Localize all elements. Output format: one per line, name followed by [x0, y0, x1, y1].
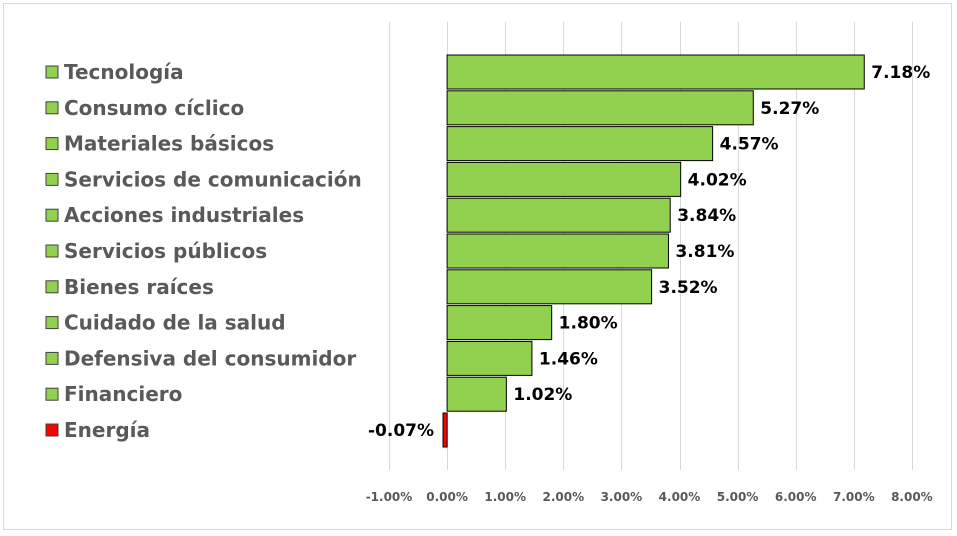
- legend-swatch-acciones-industriales: [45, 208, 59, 222]
- bar-financiero: [446, 376, 507, 412]
- bar-energia: [442, 412, 448, 448]
- x-tick-label: 8.00%: [891, 490, 933, 504]
- legend-label-tecnologia: Tecnología: [64, 60, 184, 84]
- legend-swatch-energia: [45, 423, 59, 437]
- x-tick-label: 7.00%: [833, 490, 875, 504]
- bar-tecnologia: [446, 54, 865, 90]
- bar-consumo-ciclico: [446, 90, 754, 126]
- category-legend: Tecnología Consumo cíclico Materiales bási…: [45, 60, 362, 442]
- legend-swatch-cuidado-de-la-salud: [45, 316, 59, 330]
- legend-swatch-financiero: [45, 387, 59, 401]
- x-axis-ticks: -1.00% 0.00% 1.00% 2.00% 3.00% 4.00% 5.00% 6.00…: [366, 490, 933, 504]
- legend-label-financiero: Financiero: [64, 382, 182, 406]
- bar-defensiva-del-consumidor: [446, 340, 533, 376]
- legend-label-materiales-basicos: Materiales básicos: [64, 132, 274, 156]
- value-label-acciones-industriales: 3.84%: [677, 206, 736, 226]
- value-label-consumo-ciclico: 5.27%: [760, 99, 819, 119]
- x-tick-label: 0.00%: [426, 490, 468, 504]
- legend-label-consumo-ciclico: Consumo cíclico: [64, 96, 244, 120]
- value-label-financiero: 1.02%: [513, 385, 572, 405]
- x-tick-label: -1.00%: [366, 490, 413, 504]
- legend-swatch-consumo-ciclico: [45, 101, 59, 115]
- value-label-servicios-de-comunicacion: 4.02%: [688, 170, 747, 190]
- bar-servicios-publicos: [446, 233, 669, 269]
- bar-bienes-raices: [446, 269, 653, 305]
- value-label-materiales-basicos: 4.57%: [720, 135, 779, 155]
- legend-swatch-defensiva-del-consumidor: [45, 351, 59, 365]
- value-label-tecnologia: 7.18%: [871, 63, 930, 83]
- legend-label-cuidado-de-la-salud: Cuidado de la salud: [64, 311, 286, 335]
- legend-label-servicios-de-comunicacion: Servicios de comunicación: [64, 167, 362, 191]
- legend-swatch-materiales-basicos: [45, 137, 59, 151]
- legend-swatch-servicios-publicos: [45, 244, 59, 258]
- legend-label-acciones-industriales: Acciones industriales: [64, 203, 304, 227]
- x-tick-label: 4.00%: [659, 490, 701, 504]
- legend-swatch-tecnologia: [45, 65, 59, 79]
- legend-swatch-servicios-de-comunicacion: [45, 172, 59, 186]
- legend-label-servicios-publicos: Servicios públicos: [64, 239, 267, 263]
- x-tick-label: 1.00%: [484, 490, 526, 504]
- legend-label-bienes-raices: Bienes raíces: [64, 275, 214, 299]
- x-tick-label: 6.00%: [775, 490, 817, 504]
- value-label-cuidado-de-la-salud: 1.80%: [559, 314, 618, 334]
- x-tick-label: 2.00%: [542, 490, 584, 504]
- value-labels: 7.18% 5.27% 4.57% 4.02% 3.84% 3.81% 3.52% 1.80%…: [368, 63, 930, 441]
- x-tick-label: 3.00%: [601, 490, 643, 504]
- value-label-energia: -0.07%: [368, 421, 434, 441]
- legend-swatch-bienes-raices: [45, 280, 59, 294]
- value-label-servicios-publicos: 3.81%: [675, 242, 734, 262]
- bar-acciones-industriales: [446, 197, 671, 233]
- legend-label-energia: Energía: [64, 418, 150, 442]
- bars: [442, 54, 865, 448]
- x-tick-label: 5.00%: [717, 490, 759, 504]
- value-label-bienes-raices: 3.52%: [659, 278, 718, 298]
- value-label-defensiva-del-consumidor: 1.46%: [539, 349, 598, 369]
- bar-servicios-de-comunicacion: [446, 161, 682, 197]
- bar-materiales-basicos: [446, 126, 714, 162]
- bar-cuidado-de-la-salud: [446, 305, 553, 341]
- legend-label-defensiva-del-consumidor: Defensiva del consumidor: [64, 346, 356, 370]
